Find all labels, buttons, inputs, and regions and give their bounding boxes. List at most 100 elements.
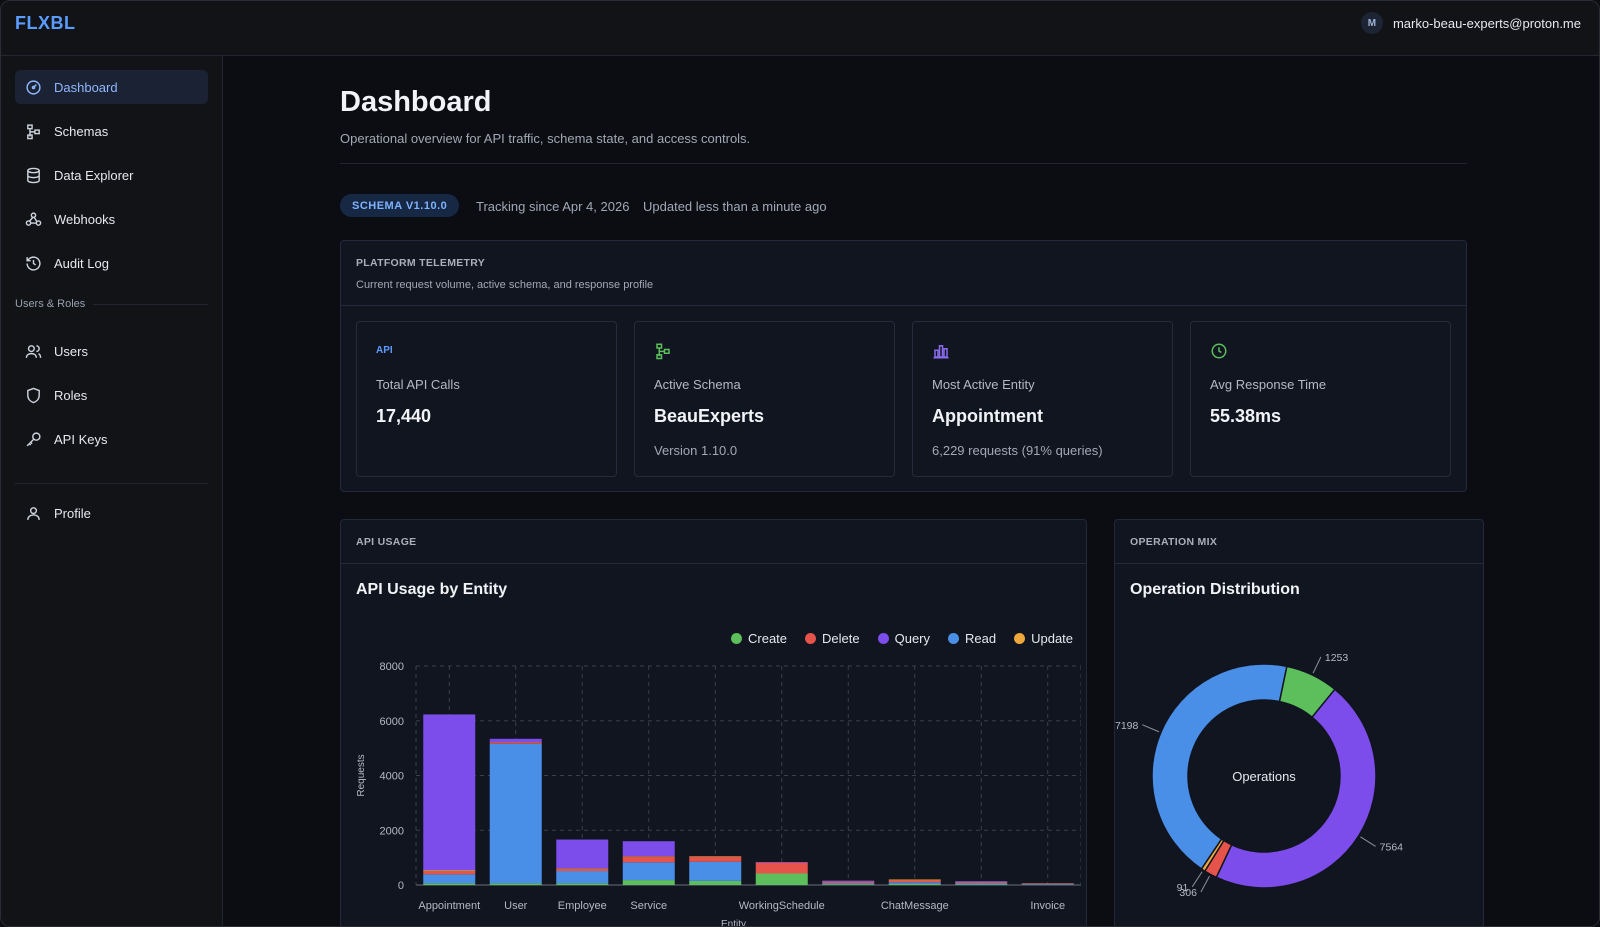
- top-bar: FLXBL M marko-beau-experts@proton.me: [1, 1, 1599, 56]
- bar-segment-query[interactable]: [755, 862, 808, 863]
- section-divider: [93, 303, 208, 305]
- bar-segment-read[interactable]: [1021, 884, 1074, 885]
- sidebar-item-schemas[interactable]: Schemas: [15, 114, 208, 148]
- card-subtext: Version 1.10.0: [654, 443, 738, 458]
- x-tick-label: WorkingSchedule: [739, 900, 825, 912]
- bar-segment-query[interactable]: [955, 881, 1008, 882]
- user-email[interactable]: marko-beau-experts@proton.me: [1392, 15, 1581, 31]
- avatar[interactable]: M: [1360, 12, 1383, 34]
- bar-segment-delete[interactable]: [622, 856, 675, 863]
- bar-segment-create[interactable]: [489, 883, 542, 885]
- bar-segment-create[interactable]: [755, 873, 808, 885]
- donut-slice-query[interactable]: [1215, 688, 1377, 889]
- sidebar-item-data-explorer[interactable]: Data Explorer: [15, 158, 208, 192]
- x-tick-label: User: [504, 900, 528, 912]
- x-tick-label: Invoice: [1030, 900, 1065, 912]
- api-usage-bar-chart: 0 2000 4000 6000 8000 Appointment User Employee…: [356, 661, 1081, 926]
- bar-segment-create[interactable]: [888, 883, 941, 885]
- bar-segment-delete[interactable]: [888, 880, 941, 883]
- bar-segment-update[interactable]: [689, 856, 742, 857]
- legend-item-create[interactable]: Create: [731, 631, 787, 646]
- donut-slice-update[interactable]: [1200, 838, 1225, 873]
- slice-label: 91: [1177, 882, 1189, 894]
- sidebar-item-label: Profile: [54, 505, 91, 521]
- bar-segment-delete[interactable]: [423, 871, 476, 875]
- bar-segment-delete[interactable]: [689, 856, 742, 862]
- bar-segment-read[interactable]: [888, 882, 941, 884]
- user-menu[interactable]: M marko-beau-experts@proton.me: [1360, 12, 1581, 34]
- sidebar-item-audit-log[interactable]: Audit Log: [15, 246, 208, 280]
- bar-segment-delete[interactable]: [822, 881, 875, 884]
- bar-segment-read[interactable]: [622, 862, 675, 881]
- sidebar-item-api-keys[interactable]: API Keys: [15, 422, 208, 456]
- panel-kicker: PLATFORM TELEMETRY: [356, 257, 486, 269]
- bar-segment-query[interactable]: [556, 839, 609, 869]
- bar-segment-query[interactable]: [622, 841, 675, 857]
- updated-text: Updated less than a minute ago: [643, 199, 827, 214]
- sidebar-item-label: API Keys: [54, 431, 108, 447]
- panel-header: [341, 241, 1466, 306]
- sidebar-item-label: Webhooks: [54, 211, 116, 227]
- slice-label-leader: [1200, 875, 1210, 893]
- section-label-text: Users & Roles: [15, 298, 86, 310]
- bar-segment-read[interactable]: [822, 883, 875, 885]
- bar-segment-read[interactable]: [955, 883, 1008, 885]
- slice-label: 306: [1179, 887, 1197, 899]
- sidebar-item-users[interactable]: Users: [15, 334, 208, 368]
- tracking-since-text: Tracking since Apr 4, 2026: [476, 199, 630, 214]
- card-label: Most Active Entity: [932, 377, 1035, 392]
- bar-segment-delete[interactable]: [1021, 883, 1074, 885]
- card-value: BeauExperts: [654, 406, 765, 426]
- bar-segment-update[interactable]: [423, 870, 476, 872]
- legend-item-query[interactable]: Query: [877, 631, 931, 646]
- sidebar-item-roles[interactable]: Roles: [15, 378, 208, 412]
- bar-segment-update[interactable]: [556, 868, 609, 869]
- legend-label: Update: [1031, 631, 1074, 646]
- bar-chart-icon: [933, 345, 949, 359]
- legend-item-read[interactable]: Read: [948, 631, 996, 646]
- active-schema-card: Active Schema BeauExperts Version 1.10.0: [634, 321, 895, 477]
- chart-title: API Usage by Entity: [356, 581, 508, 598]
- platform-telemetry-panel: PLATFORM TELEMETRY Current request volum…: [340, 240, 1467, 492]
- bar-segment-delete[interactable]: [955, 881, 1008, 884]
- api-icon: API: [376, 345, 393, 356]
- slice-label: 7198: [1115, 720, 1139, 732]
- section-label-users-roles: Users & Roles: [15, 298, 208, 310]
- y-tick-label: 0: [398, 880, 404, 892]
- legend-item-update[interactable]: Update: [1014, 631, 1073, 646]
- bar-segment-delete[interactable]: [489, 742, 542, 744]
- most-active-entity-card: Most Active Entity Appointment 6,229 req…: [912, 321, 1173, 477]
- clock-icon: [1211, 343, 1227, 359]
- bar-segment-create[interactable]: [423, 883, 476, 885]
- bar-segment-query[interactable]: [822, 880, 875, 882]
- bar-segment-read[interactable]: [556, 871, 609, 884]
- sidebar-item-dashboard[interactable]: Dashboard: [15, 70, 208, 104]
- bar-segment-delete[interactable]: [556, 868, 609, 872]
- bar-segment-read[interactable]: [489, 743, 542, 884]
- bar-segment-read[interactable]: [689, 861, 742, 881]
- app-logo[interactable]: FLXBL: [15, 13, 76, 33]
- bar-segment-query[interactable]: [423, 714, 476, 871]
- bar-segment-update[interactable]: [622, 856, 675, 857]
- legend-swatch: [1014, 633, 1026, 644]
- bar-segment-create[interactable]: [822, 884, 875, 885]
- bar-segment-create[interactable]: [955, 884, 1008, 885]
- sidebar: Dashboard Schemas Data Explorer Webhooks…: [1, 56, 223, 926]
- donut-slice-read[interactable]: [1151, 663, 1288, 871]
- bar-segment-query[interactable]: [489, 738, 542, 743]
- webhook-icon: [25, 211, 42, 226]
- bar-segment-create[interactable]: [622, 880, 675, 885]
- legend-label: Query: [894, 631, 931, 646]
- bar-segment-delete[interactable]: [755, 862, 808, 874]
- bar-segment-update[interactable]: [888, 879, 941, 881]
- database-icon: [27, 167, 40, 183]
- y-axis-label: Requests: [356, 754, 367, 796]
- bar-segment-create[interactable]: [689, 880, 742, 885]
- sidebar-item-profile[interactable]: Profile: [15, 496, 208, 530]
- sidebar-item-webhooks[interactable]: Webhooks: [15, 202, 208, 236]
- legend-item-delete[interactable]: Delete: [805, 631, 860, 646]
- bar-segment-create[interactable]: [556, 883, 609, 885]
- dashboard-icon: [26, 79, 41, 95]
- legend-label: Read: [965, 631, 997, 646]
- bar-segment-read[interactable]: [423, 874, 476, 884]
